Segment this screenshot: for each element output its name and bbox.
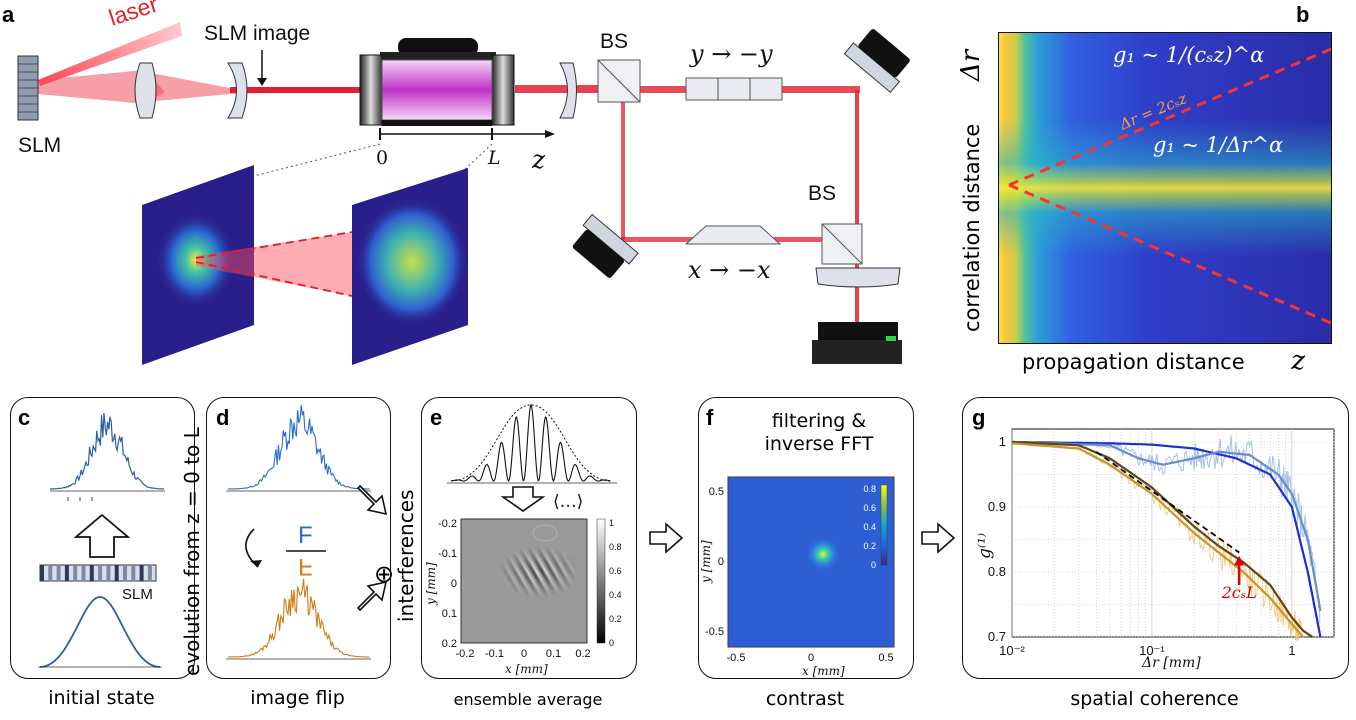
panel-a-label: a [2, 2, 15, 27]
e-ytick: 0.1 [442, 608, 457, 620]
panel-g-caption: spatial coherence [1070, 688, 1239, 710]
avg-bracket: ⟨…⟩ [553, 492, 583, 512]
f-xtick: -0.5 [727, 652, 746, 664]
eq-upper: g₁ ~ 1/(cₛz)^α [1113, 43, 1265, 67]
e-cbar-tick: 0.6 [609, 566, 622, 576]
panel-e-graphics: ⟨…⟩ 10.80.60.40.20 -0.2-0.100.10.2 -0.2-… [424, 403, 622, 676]
panel-f-caption: contrast [765, 688, 845, 710]
panel-d-caption: image flip [250, 687, 345, 709]
e-cbar-tick: 0.8 [609, 542, 622, 552]
laser-label: laser [106, 0, 162, 31]
f-xlabel: x [mm] [802, 664, 845, 678]
e-ytick: -0.1 [438, 548, 457, 560]
g-ytick: 0.7 [988, 629, 1006, 644]
arrow-f-g [921, 522, 956, 554]
e-xtick: 0 [521, 648, 527, 660]
bs1-label: BS [600, 30, 628, 53]
panel-e-label: e [430, 405, 443, 430]
panel-b-label: b [1296, 2, 1310, 27]
f-cbar-tick: 0.6 [863, 503, 876, 513]
g-xtick: 10⁻¹ [1139, 643, 1165, 658]
f-cbar-tick: 0 [871, 560, 876, 570]
f-ytick: -0.5 [705, 626, 724, 638]
flip-x-label: x → −x [688, 256, 771, 284]
f-ytick: 0.5 [709, 486, 724, 498]
arrows-d-e [356, 484, 388, 612]
panel-a-setup: SLM laser SLM image 0 L z BS y → −y BS x… [17, 0, 910, 365]
panel-f-label: f [706, 405, 714, 430]
panel-g-chart: 1 0.9 0.8 0.7 10⁻² 10⁻¹ 1 Δr [mm] g⁽¹⁾ 2cₛL [975, 428, 1335, 671]
slm-image-label: SLM image [204, 22, 310, 45]
f-ylabel: y [mm] [699, 540, 713, 584]
g-marker-label: 2cₛL [1221, 583, 1257, 602]
panel-f-graphics: 0.8 0.6 0.4 0.2 0 0.5 0 -0.5 -0.5 0 0.5 x [mm] y… [699, 476, 895, 678]
panel-d-label: d [216, 405, 230, 430]
g-xlabel: Δr [mm] [1141, 655, 1201, 671]
f-ytick: 0 [718, 556, 724, 568]
e-ylabel: y [mm] [424, 562, 438, 606]
g-ytick: 0.8 [988, 564, 1006, 579]
e-cbar-tick: 0.4 [609, 590, 622, 600]
g-series-line-3 [1011, 442, 1304, 638]
axis-L: L [487, 147, 501, 169]
e-xlabel: x [mm] [505, 662, 548, 676]
g-xtick: 10⁻² [999, 643, 1025, 658]
bs2-label: BS [808, 182, 836, 205]
panel-d-vertical: evolution from z = 0 to L [180, 427, 204, 676]
panel-c-label: c [18, 405, 31, 430]
eq-lower: g₁ ~ 1/Δr^α [1153, 133, 1284, 157]
panel-d-graphics: F F [226, 404, 371, 660]
arrow-e-f [649, 522, 684, 554]
e-ytick: 0.2 [442, 638, 457, 650]
panel-c-caption: initial state [48, 687, 155, 709]
e-xtick: 0.1 [546, 648, 561, 660]
f-cbar-tick: 0.8 [863, 484, 876, 494]
e-ytick: 0 [451, 578, 457, 590]
axis-z: z [531, 145, 546, 174]
panel-e-caption: ensemble average [453, 690, 603, 709]
panel-g-label: g [972, 405, 986, 430]
e-cbar-tick: 0.2 [609, 614, 622, 624]
g-series-line-1 [1011, 440, 1322, 612]
f-xtick: 0.5 [878, 652, 893, 664]
flip-y-label: y → −y [689, 40, 773, 68]
g-series-line-4 [1095, 451, 1240, 554]
oplus-symbol: ⊕ [374, 561, 395, 588]
f-xtick: 0 [808, 652, 814, 664]
g-ytick: 1 [999, 434, 1006, 449]
e-xtick: -0.1 [485, 648, 504, 660]
g-series-line-0 [1011, 440, 1322, 638]
panel-b-plot: g₁ ~ 1/(cₛz)^α g₁ ~ 1/Δr^α Δr = 2cₛz [998, 32, 1332, 344]
e-ytick: -0.2 [438, 518, 457, 530]
c-slm-label: SLM [122, 586, 153, 603]
e-xtick: 0.2 [575, 648, 590, 660]
panel-e-side: interferences [394, 489, 418, 622]
panel-d-box [206, 397, 391, 679]
panel-c-graphics: SLM [38, 413, 165, 668]
f-cbar-tick: 0.2 [863, 541, 876, 551]
f-cbar-tick: 0.4 [863, 522, 876, 532]
letter-bottom: F [298, 553, 313, 580]
e-xtick: -0.2 [456, 648, 475, 660]
e-cbar-tick: 0 [609, 638, 614, 648]
letter-top: F [298, 522, 313, 549]
slm-label: SLM [18, 134, 61, 157]
e-cbar-tick: 1 [609, 518, 614, 528]
g-ytick: 0.9 [988, 499, 1006, 514]
panel-b-xlabel: propagation distance z [1022, 346, 1306, 376]
panel-b-ylabel: correlation distance Δr [956, 49, 986, 332]
axis-zero: 0 [376, 147, 388, 169]
panel-f-title: filtering & inverse FFT [764, 410, 874, 455]
g-xtick: 1 [1288, 643, 1295, 658]
g-ylabel: g⁽¹⁾ [975, 533, 995, 559]
